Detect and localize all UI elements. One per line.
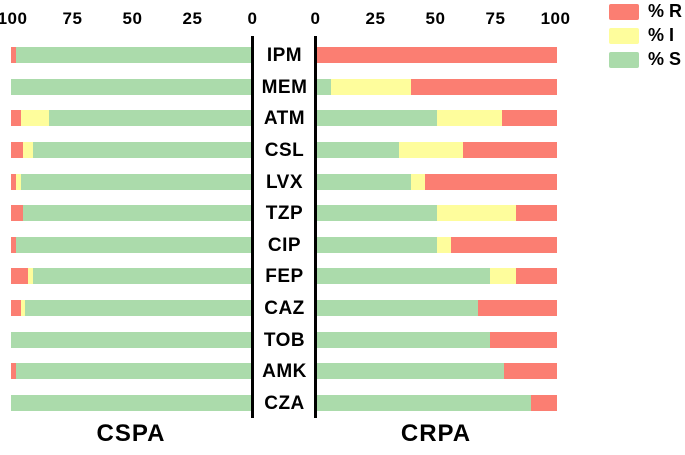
bar-segment-crpa-lvx-s bbox=[317, 173, 411, 190]
bar-segment-cspa-csl-i bbox=[23, 141, 33, 158]
category-label-atm: ATM bbox=[263, 108, 306, 130]
cspa-axis-tick: 0 bbox=[247, 9, 258, 28]
crpa-axis-tick: 0 bbox=[310, 9, 321, 28]
bar-segment-cspa-fep-r bbox=[11, 268, 28, 285]
cspa-zero-axis-line bbox=[251, 36, 254, 418]
category-label-cip: CIP bbox=[267, 234, 302, 256]
bar-segment-cspa-tob-s bbox=[11, 331, 251, 348]
legend-swatch-i bbox=[609, 27, 639, 44]
cspa-axis-tick: 75 bbox=[62, 9, 83, 28]
legend-swatch-s bbox=[609, 51, 639, 68]
bar-segment-crpa-lvx-i bbox=[410, 173, 425, 190]
bar-segment-crpa-lvx-r bbox=[425, 173, 557, 190]
bar-segment-crpa-amk-s bbox=[317, 363, 505, 380]
category-label-mem: MEM bbox=[261, 76, 308, 98]
panel-title-cspa: CSPA bbox=[96, 420, 166, 447]
bar-segment-cspa-atm-i bbox=[20, 110, 50, 127]
legend-label: % I bbox=[648, 25, 675, 45]
bar-segment-cspa-lvx-i bbox=[15, 173, 21, 190]
category-label-caz: CAZ bbox=[264, 298, 305, 320]
bar-segment-cspa-ipm-s bbox=[15, 47, 251, 63]
bar-segment-crpa-mem-i bbox=[331, 78, 411, 95]
category-label-lvx: LVX bbox=[265, 171, 304, 193]
bar-segment-crpa-cza-r bbox=[530, 395, 557, 412]
cspa-axis-tick: 100 bbox=[0, 9, 28, 28]
bar-segment-crpa-cza-s bbox=[317, 395, 531, 412]
bar-segment-cspa-fep-s bbox=[32, 268, 251, 285]
bar-segment-cspa-amk-s bbox=[15, 363, 251, 380]
bar-segment-cspa-lvx-r bbox=[11, 173, 16, 190]
bar-segment-crpa-fep-s bbox=[317, 268, 490, 285]
bar-segment-cspa-tzp-r bbox=[11, 205, 23, 222]
bar-segment-crpa-cip-s bbox=[317, 236, 437, 253]
bar-segment-crpa-mem-s bbox=[317, 78, 332, 95]
crpa-axis-tick: 25 bbox=[365, 9, 386, 28]
bar-segment-cspa-amk-r bbox=[11, 363, 16, 380]
bar-segment-cspa-tzp-s bbox=[23, 205, 251, 222]
bar-segment-crpa-tob-r bbox=[489, 331, 557, 348]
legend-label: % S bbox=[648, 49, 682, 69]
bar-segment-crpa-fep-i bbox=[489, 268, 517, 285]
bar-segment-cspa-caz-i bbox=[20, 300, 26, 317]
bar-segment-cspa-atm-s bbox=[49, 110, 251, 127]
category-label-tob: TOB bbox=[263, 329, 306, 351]
bar-segment-cspa-ipm-r bbox=[11, 47, 16, 63]
bar-segment-cspa-csl-s bbox=[32, 141, 251, 158]
legend: % R % I % S bbox=[609, 1, 683, 75]
bar-segment-crpa-csl-i bbox=[398, 141, 464, 158]
bar-segment-cspa-lvx-s bbox=[20, 173, 251, 190]
bar-segment-cspa-cza-s bbox=[11, 395, 251, 412]
bar-segment-crpa-mem-r bbox=[410, 78, 557, 95]
bar-segment-crpa-csl-s bbox=[317, 141, 399, 158]
bar-segment-cspa-mem-s bbox=[11, 78, 251, 95]
cspa-axis-tick: 25 bbox=[182, 9, 203, 28]
crpa-zero-axis-line bbox=[314, 36, 317, 418]
bar-segment-crpa-tzp-i bbox=[437, 205, 517, 222]
category-label-ipm: IPM bbox=[266, 45, 303, 66]
bar-segment-crpa-fep-r bbox=[516, 268, 557, 285]
crpa-axis-tick: 75 bbox=[485, 9, 506, 28]
bar-segment-crpa-cip-i bbox=[437, 236, 452, 253]
crpa-axis-tick: 100 bbox=[540, 9, 571, 28]
bar-segment-crpa-amk-r bbox=[504, 363, 557, 380]
bar-segment-crpa-csl-r bbox=[463, 141, 557, 158]
category-label-tzp: TZP bbox=[265, 203, 304, 225]
bar-segment-crpa-tob-s bbox=[317, 331, 490, 348]
bar-segment-cspa-cip-s bbox=[15, 236, 251, 253]
category-label-cza: CZA bbox=[264, 393, 305, 415]
bar-segment-crpa-tzp-s bbox=[317, 205, 437, 222]
crpa-axis-tick: 50 bbox=[425, 9, 446, 28]
bar-segment-crpa-tzp-r bbox=[516, 205, 557, 222]
bar-segment-crpa-atm-r bbox=[501, 110, 557, 127]
bar-segment-crpa-caz-s bbox=[317, 300, 478, 317]
bar-segment-crpa-atm-s bbox=[317, 110, 437, 127]
legend-item-r: % R bbox=[609, 1, 683, 21]
legend-item-s: % S bbox=[609, 49, 682, 69]
bar-segment-crpa-cip-r bbox=[451, 236, 557, 253]
panel-title-crpa: CRPA bbox=[400, 420, 472, 447]
bar-segment-cspa-cip-r bbox=[11, 236, 16, 253]
category-label-amk: AMK bbox=[262, 361, 307, 383]
bar-segment-cspa-caz-s bbox=[25, 300, 251, 317]
bar-segment-cspa-caz-r bbox=[11, 300, 21, 317]
bar-segment-cspa-fep-i bbox=[27, 268, 33, 285]
legend-item-i: % I bbox=[609, 25, 682, 45]
category-label-csl: CSL bbox=[264, 139, 305, 161]
bar-segment-cspa-atm-r bbox=[11, 110, 21, 127]
bar-segment-crpa-atm-i bbox=[437, 110, 502, 127]
cspa-axis-tick: 50 bbox=[122, 9, 143, 28]
bar-segment-crpa-ipm-r bbox=[317, 47, 557, 63]
bar-segment-cspa-csl-r bbox=[11, 141, 23, 158]
category-label-fep: FEP bbox=[265, 266, 304, 288]
legend-swatch-r bbox=[609, 3, 639, 20]
legend-label: % R bbox=[648, 1, 683, 21]
bar-segment-crpa-caz-r bbox=[477, 300, 557, 317]
